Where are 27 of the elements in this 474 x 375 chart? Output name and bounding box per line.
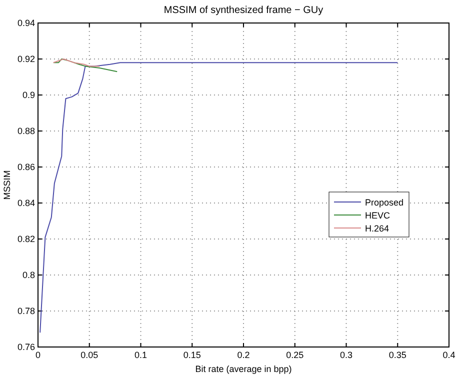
y-tick-label: 0.84 bbox=[17, 198, 35, 208]
y-tick-label: 0.76 bbox=[17, 342, 35, 352]
y-tick-label: 0.78 bbox=[17, 306, 35, 316]
legend-label: HEVC bbox=[365, 210, 391, 220]
line-series bbox=[52, 58, 100, 67]
legend-label: Proposed bbox=[365, 198, 404, 208]
y-axis-title: MSSIM bbox=[2, 170, 12, 200]
x-tick-label: 0.3 bbox=[340, 350, 353, 360]
y-tick-label: 0.9 bbox=[22, 90, 35, 100]
x-tick-label: 0.4 bbox=[442, 350, 456, 360]
x-tick-label: 0.25 bbox=[286, 350, 304, 360]
x-tick-label: 0.05 bbox=[80, 350, 98, 360]
y-tick-label: 0.82 bbox=[17, 234, 35, 244]
y-tick-label: 0.92 bbox=[17, 54, 35, 64]
chart-title: MSSIM of synthesized frame − GUy bbox=[164, 5, 324, 16]
x-tick-label: 0 bbox=[35, 350, 41, 360]
y-tick-label: 0.8 bbox=[22, 270, 35, 280]
line-series bbox=[52, 58, 118, 72]
y-tick-label: 0.86 bbox=[17, 162, 35, 172]
y-tick-label: 0.88 bbox=[17, 126, 35, 136]
x-tick-label: 0.1 bbox=[134, 350, 148, 360]
x-tick-label: 0.15 bbox=[183, 350, 201, 360]
x-tick-label: 0.2 bbox=[237, 350, 250, 360]
x-axis-title: Bit rate (average in bpp) bbox=[195, 364, 292, 374]
y-tick-label: 0.94 bbox=[17, 18, 35, 28]
x-tick-label: 0.35 bbox=[388, 350, 406, 360]
legend-label: H.264 bbox=[365, 224, 390, 234]
